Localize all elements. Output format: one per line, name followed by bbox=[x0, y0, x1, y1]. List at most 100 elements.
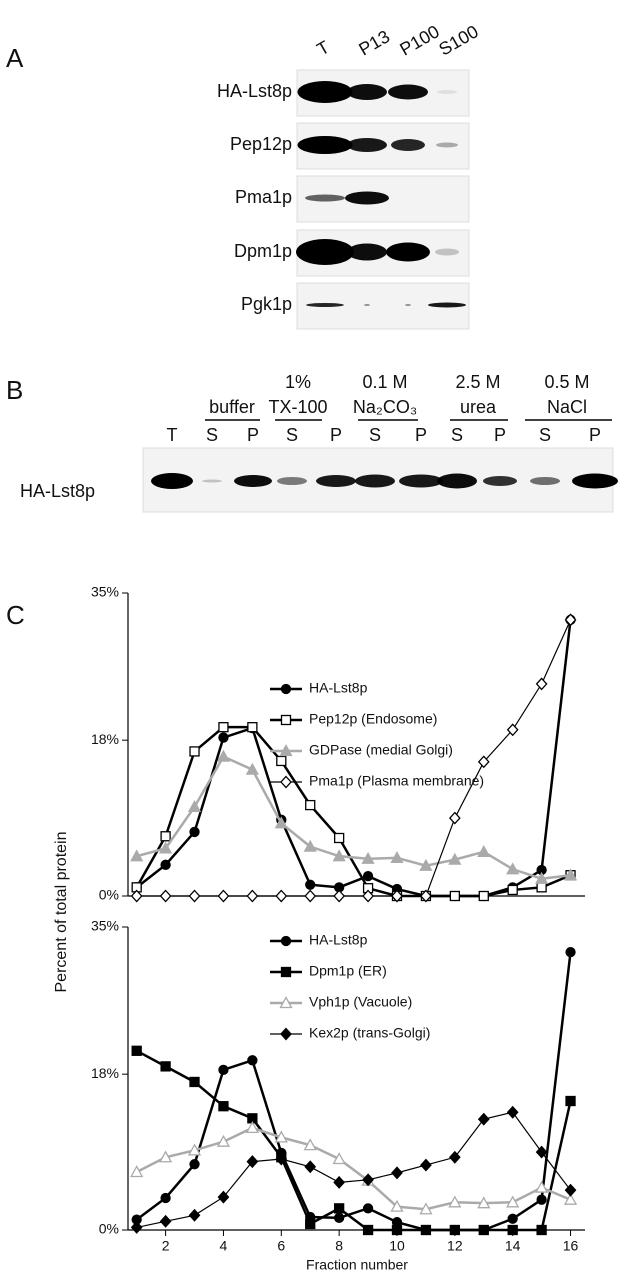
series-line bbox=[136, 1126, 572, 1211]
legend-marker bbox=[280, 1027, 292, 1041]
marker bbox=[247, 722, 258, 733]
y-tick-label: 35% bbox=[91, 918, 119, 934]
marker bbox=[217, 1190, 230, 1204]
row-label: Pep12p bbox=[230, 134, 292, 154]
series-line bbox=[136, 755, 571, 880]
x-tick-label: 16 bbox=[563, 1238, 579, 1254]
band bbox=[202, 479, 222, 483]
marker bbox=[390, 1199, 404, 1212]
treatment-label: NaCl bbox=[547, 397, 587, 417]
marker bbox=[131, 1045, 142, 1056]
band bbox=[399, 474, 443, 488]
marker bbox=[563, 1192, 578, 1205]
marker bbox=[246, 889, 259, 903]
band bbox=[437, 90, 457, 94]
band bbox=[297, 81, 353, 103]
marker bbox=[305, 879, 316, 890]
marker bbox=[333, 1175, 346, 1189]
marker bbox=[506, 862, 520, 875]
marker bbox=[507, 884, 518, 896]
band bbox=[572, 473, 618, 489]
marker bbox=[303, 839, 317, 852]
marker bbox=[361, 851, 375, 864]
panel-label: A bbox=[6, 43, 24, 73]
y-tick-label: 0% bbox=[99, 887, 119, 903]
lane-label: S bbox=[451, 425, 463, 445]
x-axis-label: Fraction number bbox=[306, 1257, 408, 1273]
marker bbox=[130, 1220, 143, 1234]
legend-label: Dpm1p (ER) bbox=[309, 963, 387, 979]
treatment-label: buffer bbox=[209, 397, 255, 417]
marker bbox=[189, 1076, 200, 1088]
marker bbox=[160, 1192, 171, 1204]
band bbox=[428, 302, 466, 308]
lane-label: P bbox=[330, 425, 342, 445]
x-tick-label: 12 bbox=[447, 1238, 463, 1254]
band bbox=[347, 84, 387, 100]
marker bbox=[478, 890, 489, 902]
marker bbox=[333, 1203, 345, 1214]
series-line bbox=[135, 725, 572, 898]
treatment-label: urea bbox=[460, 397, 497, 417]
lane-label: S100 bbox=[435, 21, 481, 59]
marker bbox=[507, 1213, 518, 1224]
lane-label: T bbox=[167, 425, 178, 445]
treatment-label: 0.5 M bbox=[544, 372, 589, 392]
row-label: HA-Lst8p bbox=[20, 481, 95, 501]
marker bbox=[563, 868, 578, 881]
marker bbox=[333, 1212, 345, 1224]
marker bbox=[216, 1134, 231, 1147]
treatment-label: TX-100 bbox=[268, 397, 327, 417]
marker bbox=[362, 1203, 374, 1214]
marker bbox=[420, 1224, 432, 1236]
marker bbox=[420, 1158, 432, 1172]
marker bbox=[564, 613, 577, 627]
marker bbox=[160, 1061, 171, 1072]
legend-label: GDPase (medial Golgi) bbox=[309, 742, 453, 758]
band bbox=[234, 475, 272, 487]
marker bbox=[187, 799, 202, 812]
series-line bbox=[136, 619, 572, 897]
legend-marker bbox=[280, 683, 292, 695]
lane-label: P100 bbox=[396, 21, 442, 59]
marker bbox=[449, 890, 460, 902]
marker bbox=[188, 1208, 201, 1222]
series-line bbox=[135, 951, 572, 1232]
series-line bbox=[136, 1111, 572, 1228]
band bbox=[483, 476, 517, 486]
lane-label: S bbox=[539, 425, 551, 445]
marker bbox=[305, 1218, 316, 1230]
marker bbox=[218, 1101, 229, 1112]
y-axis-label: Percent of total protein bbox=[53, 832, 70, 993]
marker bbox=[189, 826, 200, 838]
marker bbox=[333, 832, 345, 844]
marker bbox=[477, 1196, 491, 1209]
band bbox=[306, 303, 344, 307]
legend-marker bbox=[280, 966, 292, 978]
lane-label: P bbox=[589, 425, 601, 445]
band bbox=[405, 304, 411, 306]
legend-label: Vph1p (Vacuole) bbox=[309, 994, 412, 1010]
marker bbox=[536, 1224, 547, 1236]
marker bbox=[187, 1143, 202, 1156]
x-tick-label: 8 bbox=[335, 1238, 343, 1254]
marker bbox=[276, 755, 287, 767]
marker bbox=[535, 1145, 548, 1159]
lane-label: P13 bbox=[355, 26, 393, 59]
lane-label: P bbox=[247, 425, 259, 445]
marker bbox=[535, 871, 549, 884]
row-label: HA-Lst8p bbox=[217, 81, 292, 101]
y-tick-label: 0% bbox=[99, 1221, 119, 1237]
marker bbox=[160, 859, 171, 870]
marker bbox=[391, 1224, 403, 1236]
marker bbox=[535, 1180, 549, 1193]
marker bbox=[391, 1166, 403, 1180]
legend-marker bbox=[280, 775, 292, 789]
marker bbox=[217, 889, 230, 903]
marker bbox=[189, 1159, 200, 1170]
marker bbox=[506, 1105, 519, 1119]
band bbox=[297, 136, 353, 154]
marker bbox=[218, 732, 229, 743]
marker bbox=[332, 849, 346, 862]
